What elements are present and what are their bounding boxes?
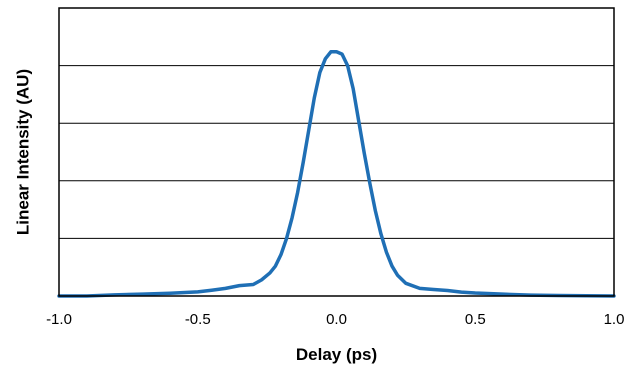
x-axis-title: Delay (ps): [296, 345, 377, 364]
gridlines: [59, 65, 614, 239]
series-line: [57, 50, 616, 298]
y-axis-title: Linear Intensity (AU): [13, 69, 32, 235]
plot-background: [59, 8, 614, 296]
plot-frame: [58, 7, 615, 297]
x-tick-label: -0.5: [185, 311, 211, 328]
x-axis-tick-labels: -1.0 -0.5 0.0 0.5 1.0: [46, 311, 624, 328]
x-tick-label: 0.5: [465, 311, 486, 328]
x-tick-label: 0.0: [326, 311, 347, 328]
x-tick-label: 1.0: [604, 311, 625, 328]
x-tick-label: -1.0: [46, 311, 72, 328]
